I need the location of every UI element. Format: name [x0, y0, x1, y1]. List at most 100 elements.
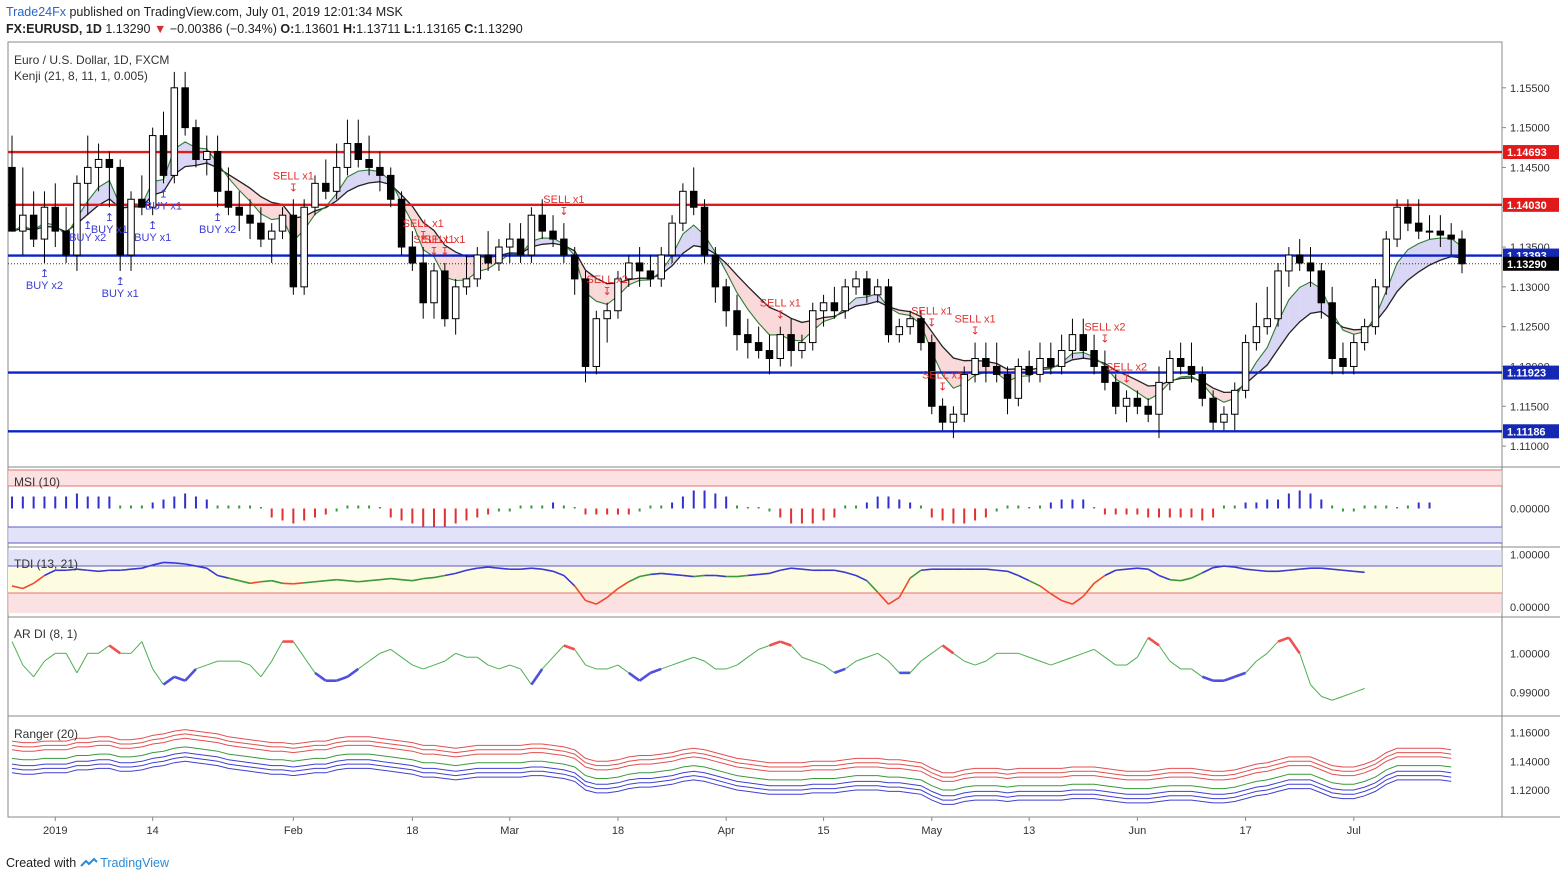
kenji-cloud-segment	[260, 196, 272, 220]
candle-body	[224, 190, 233, 208]
candle-body	[506, 238, 514, 248]
candle-body	[1317, 270, 1326, 304]
msi-bar	[1125, 508, 1128, 515]
level-badge-label: 1.14030	[1507, 200, 1547, 212]
tradingview-logo-icon	[80, 857, 98, 867]
candle-body	[354, 143, 363, 160]
candle-body	[1393, 206, 1401, 240]
candle-body	[549, 230, 557, 240]
close-value: 1.13290	[477, 22, 523, 36]
ardi-title: AR DI (8, 1)	[14, 627, 77, 641]
msi-bar	[108, 496, 111, 509]
ardi-line-segment	[423, 664, 435, 670]
candle-body	[170, 87, 179, 176]
msi-bar	[746, 507, 749, 509]
msi-bar	[660, 505, 663, 509]
msi-bar	[1136, 508, 1139, 515]
candle-body	[570, 254, 579, 280]
ardi-line-segment	[130, 641, 143, 654]
msi-bar	[584, 508, 587, 515]
buy-signal-label: BUY x2	[26, 280, 63, 292]
msi-bar	[1287, 493, 1290, 509]
candle-body	[863, 278, 871, 296]
time-tick-label: 18	[406, 825, 418, 837]
ardi-line-segment	[530, 668, 544, 686]
msi-bar	[573, 507, 576, 509]
ardi-line-segment	[368, 652, 381, 662]
tdi-line-segment	[1126, 567, 1138, 571]
tdi-lower-band	[8, 593, 1502, 613]
tdi-line-segment	[985, 568, 997, 572]
open-label: O:	[280, 22, 295, 36]
ardi-line-segment	[33, 660, 45, 678]
ardi-line-segment	[833, 667, 846, 675]
candle-body	[1350, 342, 1358, 367]
kenji-cloud-segment	[672, 234, 683, 266]
tdi-line-segment	[1169, 578, 1181, 582]
sell-signal-label: SELL x2	[1106, 361, 1147, 373]
price-tick-label: 1.14500	[1510, 162, 1550, 174]
tradingview-link[interactable]: TradingView	[100, 856, 169, 870]
ardi-line-segment	[173, 675, 186, 682]
msi-bar	[400, 508, 403, 521]
ardi-line-segment	[1072, 652, 1084, 658]
ardi-line-segment	[1093, 648, 1106, 658]
msi-bar	[1201, 508, 1204, 521]
candle-body	[1274, 270, 1282, 320]
tdi-line-segment	[433, 574, 445, 579]
ardi-line-segment	[877, 652, 889, 662]
tdi-line-segment	[855, 574, 868, 582]
ardi-line-segment	[909, 660, 922, 674]
candle-body	[711, 254, 720, 288]
kenji-cloud-segment	[412, 206, 424, 250]
open-value: 1.13601	[294, 22, 340, 36]
tdi-line-segment	[379, 577, 391, 581]
ardi-line-segment	[726, 664, 738, 670]
tdi-line-segment	[152, 561, 164, 566]
candle-body	[1133, 397, 1142, 407]
tdi-line-segment	[563, 574, 576, 587]
ardi-line-segment	[790, 645, 803, 658]
tdi-line-segment	[834, 569, 846, 574]
candle-body	[1057, 350, 1066, 367]
time-tick-label: 18	[612, 825, 624, 837]
msi-bar	[281, 508, 284, 521]
msi-bar	[1298, 490, 1301, 509]
msi-bar	[238, 505, 241, 509]
signal-arrow-icon: ↧	[289, 182, 298, 194]
candle-body	[873, 286, 882, 296]
candle-body	[192, 127, 200, 160]
msi-bar	[1363, 505, 1366, 509]
current-price: 1.13290	[105, 22, 151, 36]
candle-body	[127, 198, 135, 256]
candle-body	[1198, 373, 1207, 399]
buy-signal-label: BUY x2	[69, 232, 106, 244]
msi-bar	[303, 508, 306, 521]
msi-bar	[1417, 502, 1420, 509]
sell-signal-label: SELL x1	[922, 369, 963, 381]
kenji-cloud-segment	[358, 169, 370, 187]
signal-arrow-icon: ↧	[927, 318, 936, 330]
msi-bar	[259, 507, 262, 509]
tdi-line-segment	[542, 568, 554, 573]
publisher-name[interactable]: Trade24Fx	[6, 5, 66, 19]
low-label: L:	[403, 22, 416, 36]
tdi-tick-label: 1.00000	[1510, 550, 1550, 562]
msi-bar	[541, 505, 544, 509]
candle-body	[203, 151, 211, 160]
signal-arrow-icon: ↥	[148, 220, 157, 232]
ardi-line-segment	[953, 652, 965, 662]
tdi-line-segment	[552, 570, 565, 577]
candle-body	[484, 254, 492, 264]
tdi-line-segment	[120, 568, 132, 572]
tdi-line-segment	[1082, 582, 1095, 597]
tdi-line-segment	[639, 573, 651, 578]
msi-bar	[1341, 508, 1344, 512]
candle-body	[1047, 358, 1055, 367]
candle-body	[1447, 234, 1455, 240]
msi-bar	[1428, 502, 1431, 509]
ardi-line-segment	[477, 656, 489, 666]
candle-body	[1003, 373, 1012, 399]
kenji-slow-line	[11, 162, 1463, 394]
